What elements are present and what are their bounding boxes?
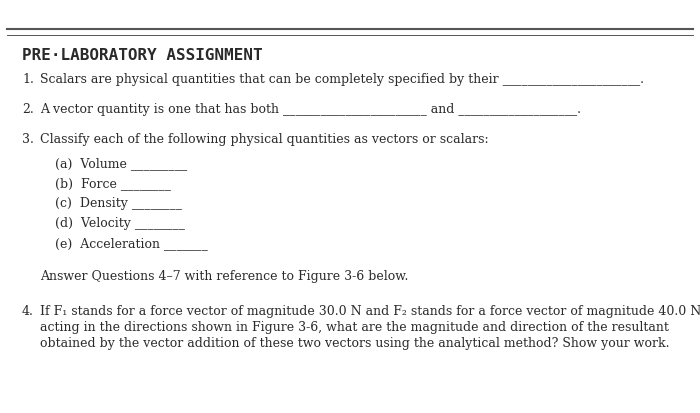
- Text: Scalars are physical quantities that can be completely specified by their ______: Scalars are physical quantities that can…: [40, 73, 644, 86]
- Text: If F₁ stands for a force vector of magnitude 30.0 N and F₂ stands for a force ve: If F₁ stands for a force vector of magni…: [40, 304, 700, 317]
- Text: 3.: 3.: [22, 133, 34, 146]
- Text: Classify each of the following physical quantities as vectors or scalars:: Classify each of the following physical …: [40, 133, 489, 146]
- Text: Answer Questions 4–7 with reference to Figure 3-6 below.: Answer Questions 4–7 with reference to F…: [40, 269, 408, 282]
- Text: 1.: 1.: [22, 73, 34, 86]
- Text: (a)  Volume _________: (a) Volume _________: [55, 157, 187, 170]
- Text: acting in the directions shown in Figure 3-6, what are the magnitude and directi: acting in the directions shown in Figure…: [40, 320, 669, 333]
- Text: (d)  Velocity ________: (d) Velocity ________: [55, 216, 185, 230]
- Text: 4.: 4.: [22, 304, 34, 317]
- Text: (b)  Force ________: (b) Force ________: [55, 177, 171, 190]
- Text: obtained by the vector addition of these two vectors using the analytical method: obtained by the vector addition of these…: [40, 336, 669, 349]
- Text: 2.: 2.: [22, 103, 34, 116]
- Text: (c)  Density ________: (c) Density ________: [55, 197, 182, 209]
- Text: (e)  Acceleration _______: (e) Acceleration _______: [55, 236, 208, 249]
- Text: A vector quantity is one that has both _______________________ and _____________: A vector quantity is one that has both _…: [40, 103, 581, 116]
- Text: PRE·LABORATORY ASSIGNMENT: PRE·LABORATORY ASSIGNMENT: [22, 48, 262, 63]
